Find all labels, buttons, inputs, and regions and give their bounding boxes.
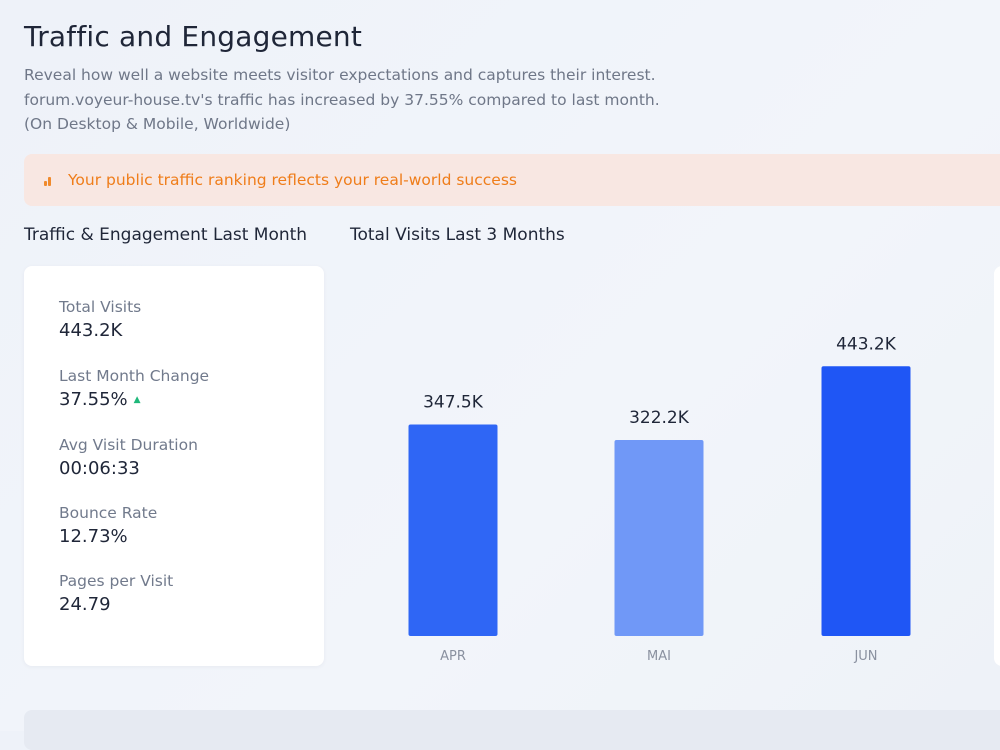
description-line: (On Desktop & Mobile, Worldwide) [24, 115, 291, 133]
x-tick-label: APR [440, 649, 466, 664]
metric-label: Bounce Rate [59, 504, 158, 522]
visits-heading: Total Visits Last 3 Months [350, 225, 565, 245]
bar-jun[interactable] [821, 366, 911, 636]
metric-label: Pages per Visit [59, 572, 174, 590]
metric-value: 443.2K [59, 320, 123, 341]
metric-value-row: 37.55% ▲ [59, 389, 209, 410]
description-line: Reveal how well a website meets visitor … [24, 66, 656, 84]
banner-text[interactable]: Your public traffic ranking reflects you… [68, 171, 517, 189]
bar-value-label: 347.5K [423, 393, 484, 413]
metric-bounce-rate: Bounce Rate 12.73% [59, 504, 157, 547]
metric-value: 24.79 [59, 594, 111, 615]
metric-label: Last Month Change [59, 367, 210, 385]
page-title: Traffic and Engagement [24, 20, 363, 53]
metric-label: Avg Visit Duration [59, 436, 198, 454]
metric-pages-per-visit: Pages per Visit 24.79 [59, 572, 173, 615]
engagement-heading: Traffic & Engagement Last Month [24, 225, 308, 245]
metric-last-month-change: Last Month Change 37.55% ▲ [59, 367, 209, 410]
metric-label: Total Visits [59, 298, 142, 316]
ranking-banner[interactable]: Your public traffic ranking reflects you… [24, 154, 1000, 206]
side-card-edge [994, 266, 1000, 666]
bar-value-label: 443.2K [836, 334, 897, 354]
x-tick-label: MAI [647, 649, 671, 664]
metric-avg-visit-duration: Avg Visit Duration 00:06:33 [59, 436, 198, 479]
next-section-edge [24, 710, 1000, 750]
metric-value: 00:06:33 [59, 458, 140, 479]
description-line: forum.voyeur-house.tv's traffic has incr… [24, 90, 660, 109]
engagement-card: Total Visits 443.2K Last Month Change 37… [24, 266, 324, 666]
bar-value-label: 322.2K [629, 408, 690, 428]
bar-mai[interactable] [614, 439, 704, 636]
bar-apr[interactable] [408, 424, 498, 636]
page-description: Reveal how well a website meets visitor … [24, 63, 660, 137]
metric-value: 37.55% [59, 389, 128, 410]
trend-up-icon: ▲ [133, 395, 141, 405]
metric-total-visits: Total Visits 443.2K [59, 298, 141, 341]
metric-value: 12.73% [59, 526, 128, 547]
visits-bar-chart: 347.5K APR 322.2K MAI 443.2K JUN [408, 334, 911, 664]
bar-chart-icon [44, 174, 56, 186]
x-tick-label: JUN [853, 649, 877, 664]
